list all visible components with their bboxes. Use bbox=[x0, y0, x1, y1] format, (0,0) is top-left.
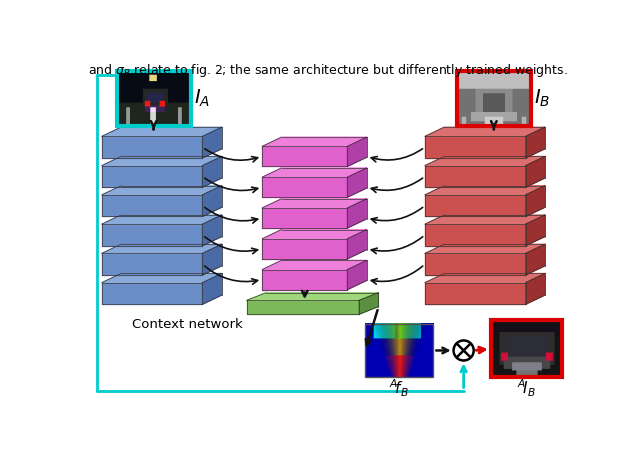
Polygon shape bbox=[425, 283, 525, 304]
Polygon shape bbox=[262, 260, 367, 269]
Polygon shape bbox=[262, 199, 367, 208]
Polygon shape bbox=[102, 215, 222, 224]
Text: ${}^{A}\!I_B$: ${}^{A}\!I_B$ bbox=[517, 377, 536, 399]
Polygon shape bbox=[102, 156, 222, 166]
Polygon shape bbox=[102, 166, 202, 187]
Polygon shape bbox=[525, 186, 545, 217]
Polygon shape bbox=[202, 215, 222, 246]
Polygon shape bbox=[102, 186, 222, 195]
Polygon shape bbox=[262, 177, 348, 197]
Text: ${}^{A}\!f_B$: ${}^{A}\!f_B$ bbox=[389, 377, 409, 399]
Polygon shape bbox=[425, 224, 525, 246]
Polygon shape bbox=[525, 127, 545, 158]
Polygon shape bbox=[425, 274, 545, 283]
Polygon shape bbox=[348, 260, 367, 290]
Polygon shape bbox=[348, 230, 367, 259]
Polygon shape bbox=[425, 156, 545, 166]
Bar bbox=[365, 324, 433, 377]
Polygon shape bbox=[425, 127, 545, 137]
Text: $I_B$: $I_B$ bbox=[534, 88, 550, 109]
Bar bbox=[117, 71, 191, 126]
Polygon shape bbox=[246, 293, 378, 300]
Polygon shape bbox=[262, 168, 367, 177]
Polygon shape bbox=[262, 239, 348, 259]
Polygon shape bbox=[359, 293, 378, 314]
Polygon shape bbox=[525, 244, 545, 275]
Polygon shape bbox=[202, 186, 222, 217]
Polygon shape bbox=[262, 230, 367, 239]
Polygon shape bbox=[348, 168, 367, 197]
Polygon shape bbox=[348, 199, 367, 228]
Polygon shape bbox=[425, 215, 545, 224]
Polygon shape bbox=[202, 127, 222, 158]
Polygon shape bbox=[202, 274, 222, 304]
Polygon shape bbox=[262, 269, 348, 290]
Text: and $\sigma_B$ relate to fig. 2; the same architecture but differently trained w: and $\sigma_B$ relate to fig. 2; the sam… bbox=[88, 62, 568, 79]
Polygon shape bbox=[425, 137, 525, 158]
Polygon shape bbox=[262, 146, 348, 166]
Polygon shape bbox=[102, 195, 202, 217]
Polygon shape bbox=[202, 244, 222, 275]
Polygon shape bbox=[102, 127, 222, 137]
Text: $I_A$: $I_A$ bbox=[194, 88, 210, 109]
Polygon shape bbox=[425, 195, 525, 217]
Polygon shape bbox=[425, 244, 545, 253]
Polygon shape bbox=[102, 137, 202, 158]
Bar bbox=[458, 71, 531, 126]
Bar bbox=[491, 320, 562, 377]
Polygon shape bbox=[246, 300, 359, 314]
Polygon shape bbox=[525, 274, 545, 304]
Text: Context network: Context network bbox=[132, 318, 243, 331]
Polygon shape bbox=[348, 137, 367, 166]
Circle shape bbox=[454, 340, 474, 361]
Polygon shape bbox=[102, 244, 222, 253]
Polygon shape bbox=[425, 253, 525, 275]
Polygon shape bbox=[102, 283, 202, 304]
Polygon shape bbox=[425, 166, 525, 187]
Polygon shape bbox=[525, 156, 545, 187]
Polygon shape bbox=[102, 224, 202, 246]
Polygon shape bbox=[262, 208, 348, 228]
Polygon shape bbox=[202, 156, 222, 187]
Polygon shape bbox=[525, 215, 545, 246]
Polygon shape bbox=[262, 137, 367, 146]
Polygon shape bbox=[102, 274, 222, 283]
Polygon shape bbox=[102, 253, 202, 275]
Polygon shape bbox=[425, 186, 545, 195]
